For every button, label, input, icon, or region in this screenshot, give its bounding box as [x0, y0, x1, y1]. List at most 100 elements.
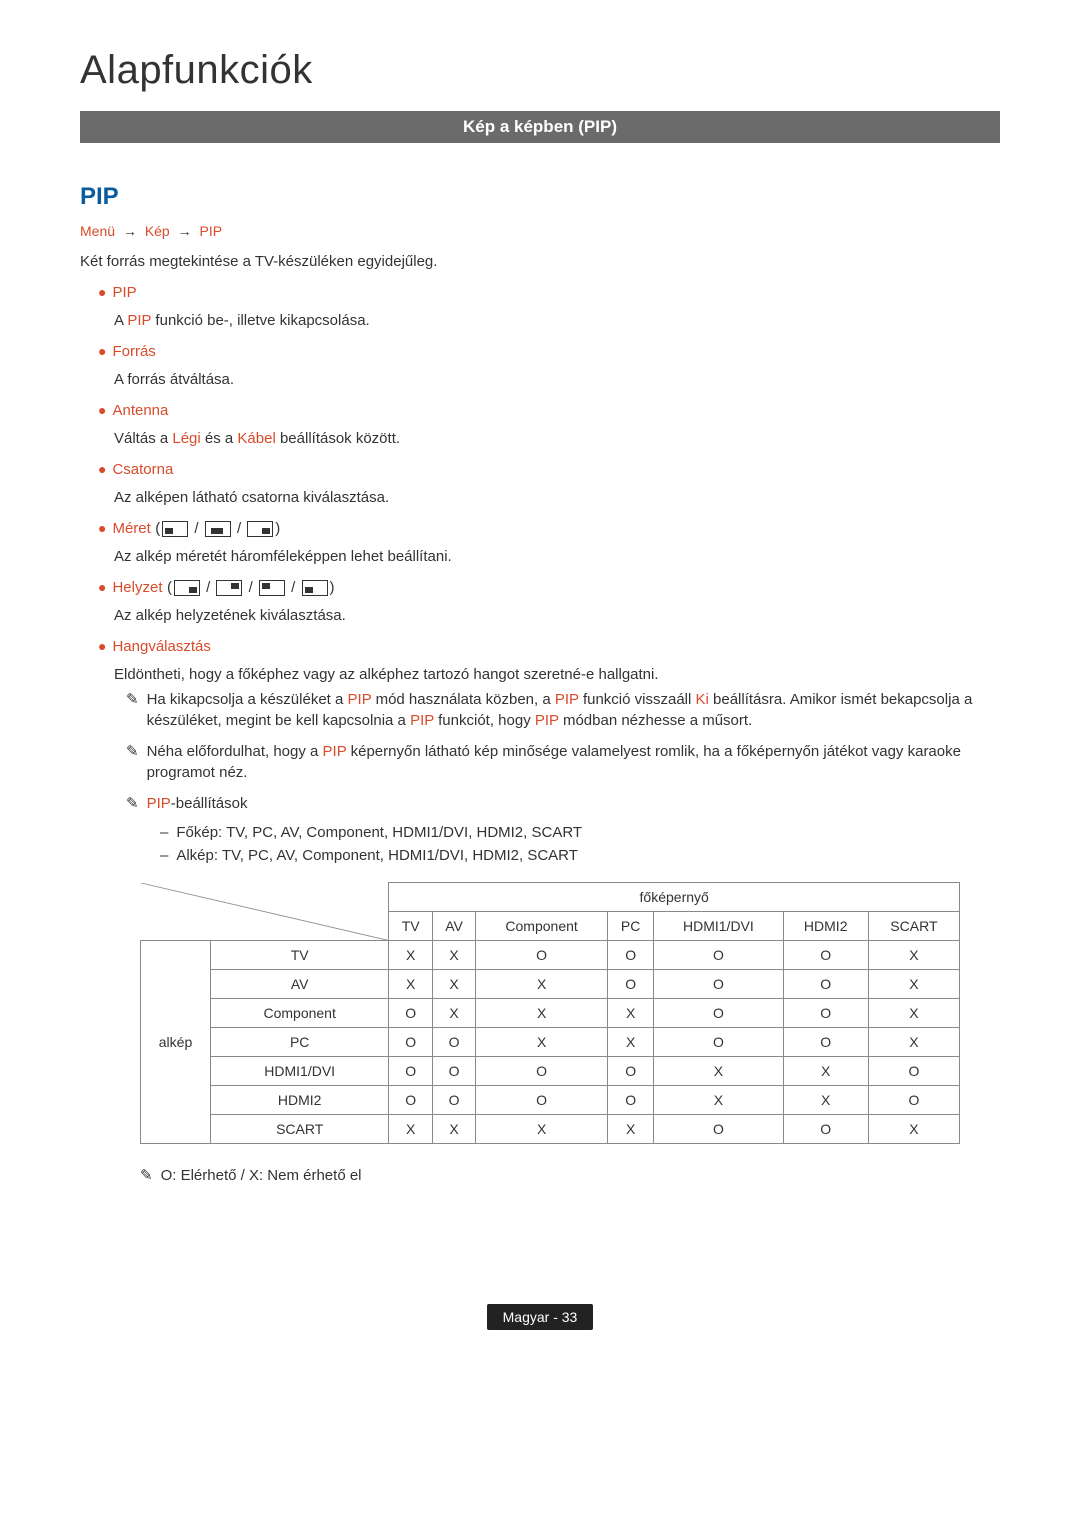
- desc-red: Kábel: [237, 430, 275, 447]
- option-desc: Váltás a Légi és a Kábel beállítások köz…: [114, 430, 1000, 447]
- cell: O: [783, 970, 868, 999]
- bullet-icon: ●: [98, 284, 106, 300]
- page-footer: Magyar - 33: [80, 1304, 1000, 1330]
- row-head: PC: [211, 1028, 389, 1057]
- col-head: PC: [608, 912, 654, 941]
- note-text: Néha előfordulhat, hogy a PIP képernyőn …: [147, 741, 1000, 783]
- t: PIP: [555, 691, 579, 708]
- cell: O: [654, 999, 783, 1028]
- option-name: Antenna: [112, 402, 168, 419]
- option-name: Hangválasztás: [112, 638, 210, 655]
- t: funkciót, hogy: [434, 712, 535, 729]
- option-name: Csatorna: [112, 461, 173, 478]
- t: PIP: [147, 795, 171, 812]
- bullet-icon: ●: [98, 579, 106, 595]
- cell: O: [389, 1028, 433, 1057]
- t: PIP: [323, 743, 347, 760]
- col-head: SCART: [868, 912, 959, 941]
- cell: O: [432, 1086, 475, 1115]
- note-text: PIP-beállítások: [147, 793, 248, 814]
- cell: X: [476, 1028, 608, 1057]
- cell: X: [432, 970, 475, 999]
- pip-compatibility-table: főképernyő TV AV Component PC HDMI1/DVI …: [140, 882, 960, 1144]
- cell: O: [654, 941, 783, 970]
- cell: O: [654, 1028, 783, 1057]
- table-row: alkép TV XXOOOOX: [141, 941, 960, 970]
- t: módban nézhesse a műsort.: [559, 712, 752, 729]
- cell: O: [389, 999, 433, 1028]
- option-csatorna: ●Csatorna Az alképen látható csatorna ki…: [98, 461, 1000, 506]
- option-name: Forrás: [112, 343, 155, 360]
- note-2: ✎ Néha előfordulhat, hogy a PIP képernyő…: [126, 741, 1000, 783]
- row-head: Component: [211, 999, 389, 1028]
- option-meret: ●Méret ( / / ) Az alkép méretét háromfél…: [98, 520, 1000, 565]
- col-head: TV: [389, 912, 433, 941]
- desc-text: funkció be-, illetve kikapcsolása.: [151, 312, 369, 329]
- option-helyzet: ●Helyzet ( / / / ) Az alkép helyzetének …: [98, 579, 1000, 624]
- col-head: Component: [476, 912, 608, 941]
- table-row: PC OOXXOOX: [141, 1028, 960, 1057]
- note-3: ✎ PIP-beállítások: [126, 793, 1000, 814]
- option-pip: ● PIP A PIP funkció be-, illetve kikapcso…: [98, 284, 1000, 329]
- cell: X: [868, 970, 959, 999]
- option-desc: A forrás átváltása.: [114, 371, 1000, 388]
- cell: O: [654, 1115, 783, 1144]
- page-number: Magyar - 33: [487, 1304, 594, 1330]
- cell: X: [868, 1115, 959, 1144]
- t: mód használata közben, a: [371, 691, 554, 708]
- menu-path-1: Menü: [80, 223, 115, 239]
- cell: X: [432, 941, 475, 970]
- cell: O: [608, 970, 654, 999]
- cell: X: [432, 999, 475, 1028]
- row-head: SCART: [211, 1115, 389, 1144]
- section-heading: PIP: [80, 183, 1000, 211]
- note-text: Ha kikapcsolja a készüléket a PIP mód ha…: [147, 689, 1000, 731]
- sub-2: –Alkép: TV, PC, AV, Component, HDMI1/DVI…: [160, 847, 1000, 864]
- option-name: Helyzet: [112, 579, 162, 596]
- size-icon-3: [247, 521, 273, 537]
- cell: X: [868, 1028, 959, 1057]
- col-head: AV: [432, 912, 475, 941]
- cell: O: [608, 1086, 654, 1115]
- options-list: ● PIP A PIP funkció be-, illetve kikapcso…: [98, 284, 1000, 864]
- cell: X: [608, 1028, 654, 1057]
- option-desc: A PIP funkció be-, illetve kikapcsolása.: [114, 312, 1000, 329]
- cell: O: [608, 1057, 654, 1086]
- cell: O: [389, 1086, 433, 1115]
- col-head: HDMI2: [783, 912, 868, 941]
- row-head: HDMI1/DVI: [211, 1057, 389, 1086]
- bullet-icon: ●: [98, 520, 106, 536]
- desc-text: beállítások között.: [276, 430, 400, 447]
- cell: X: [608, 999, 654, 1028]
- cell: X: [608, 1115, 654, 1144]
- desc-red: Légi: [172, 430, 200, 447]
- cell: X: [868, 999, 959, 1028]
- cell: O: [608, 941, 654, 970]
- cell: O: [868, 1057, 959, 1086]
- table-corner: [141, 883, 389, 941]
- option-desc: Eldöntheti, hogy a főképhez vagy az alké…: [114, 666, 1000, 683]
- bullet-icon: ●: [98, 402, 106, 418]
- option-forras: ● Forrás A forrás átváltása.: [98, 343, 1000, 388]
- t: Ha kikapcsolja a készüléket a: [147, 691, 348, 708]
- bullet-icon: ●: [98, 343, 106, 359]
- desc-red: PIP: [127, 312, 151, 329]
- note-icon: ✎: [126, 741, 139, 762]
- note-icon: ✎: [126, 793, 139, 814]
- col-head: HDMI1/DVI: [654, 912, 783, 941]
- pos-icon-4: [302, 580, 328, 596]
- size-icons: ( / / ): [155, 520, 280, 537]
- cell: X: [389, 1115, 433, 1144]
- cell: O: [783, 1028, 868, 1057]
- menu-path-3: PIP: [200, 223, 223, 239]
- table-side-header: alkép: [141, 941, 211, 1144]
- table-top-header: főképernyő: [389, 883, 960, 912]
- table-row: SCART XXXXOOX: [141, 1115, 960, 1144]
- t: PIP: [410, 712, 434, 729]
- t: Néha előfordulhat, hogy a: [147, 743, 323, 760]
- option-desc: Az alképen látható csatorna kiválasztása…: [114, 489, 1000, 506]
- t: funkció visszaáll: [579, 691, 696, 708]
- cell: O: [783, 999, 868, 1028]
- t: Alkép: TV, PC, AV, Component, HDMI1/DVI,…: [176, 847, 578, 864]
- note-1: ✎ Ha kikapcsolja a készüléket a PIP mód …: [126, 689, 1000, 731]
